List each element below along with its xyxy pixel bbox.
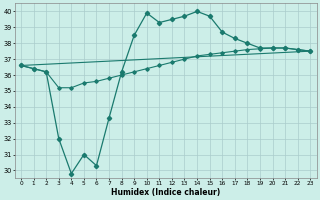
X-axis label: Humidex (Indice chaleur): Humidex (Indice chaleur) <box>111 188 220 197</box>
